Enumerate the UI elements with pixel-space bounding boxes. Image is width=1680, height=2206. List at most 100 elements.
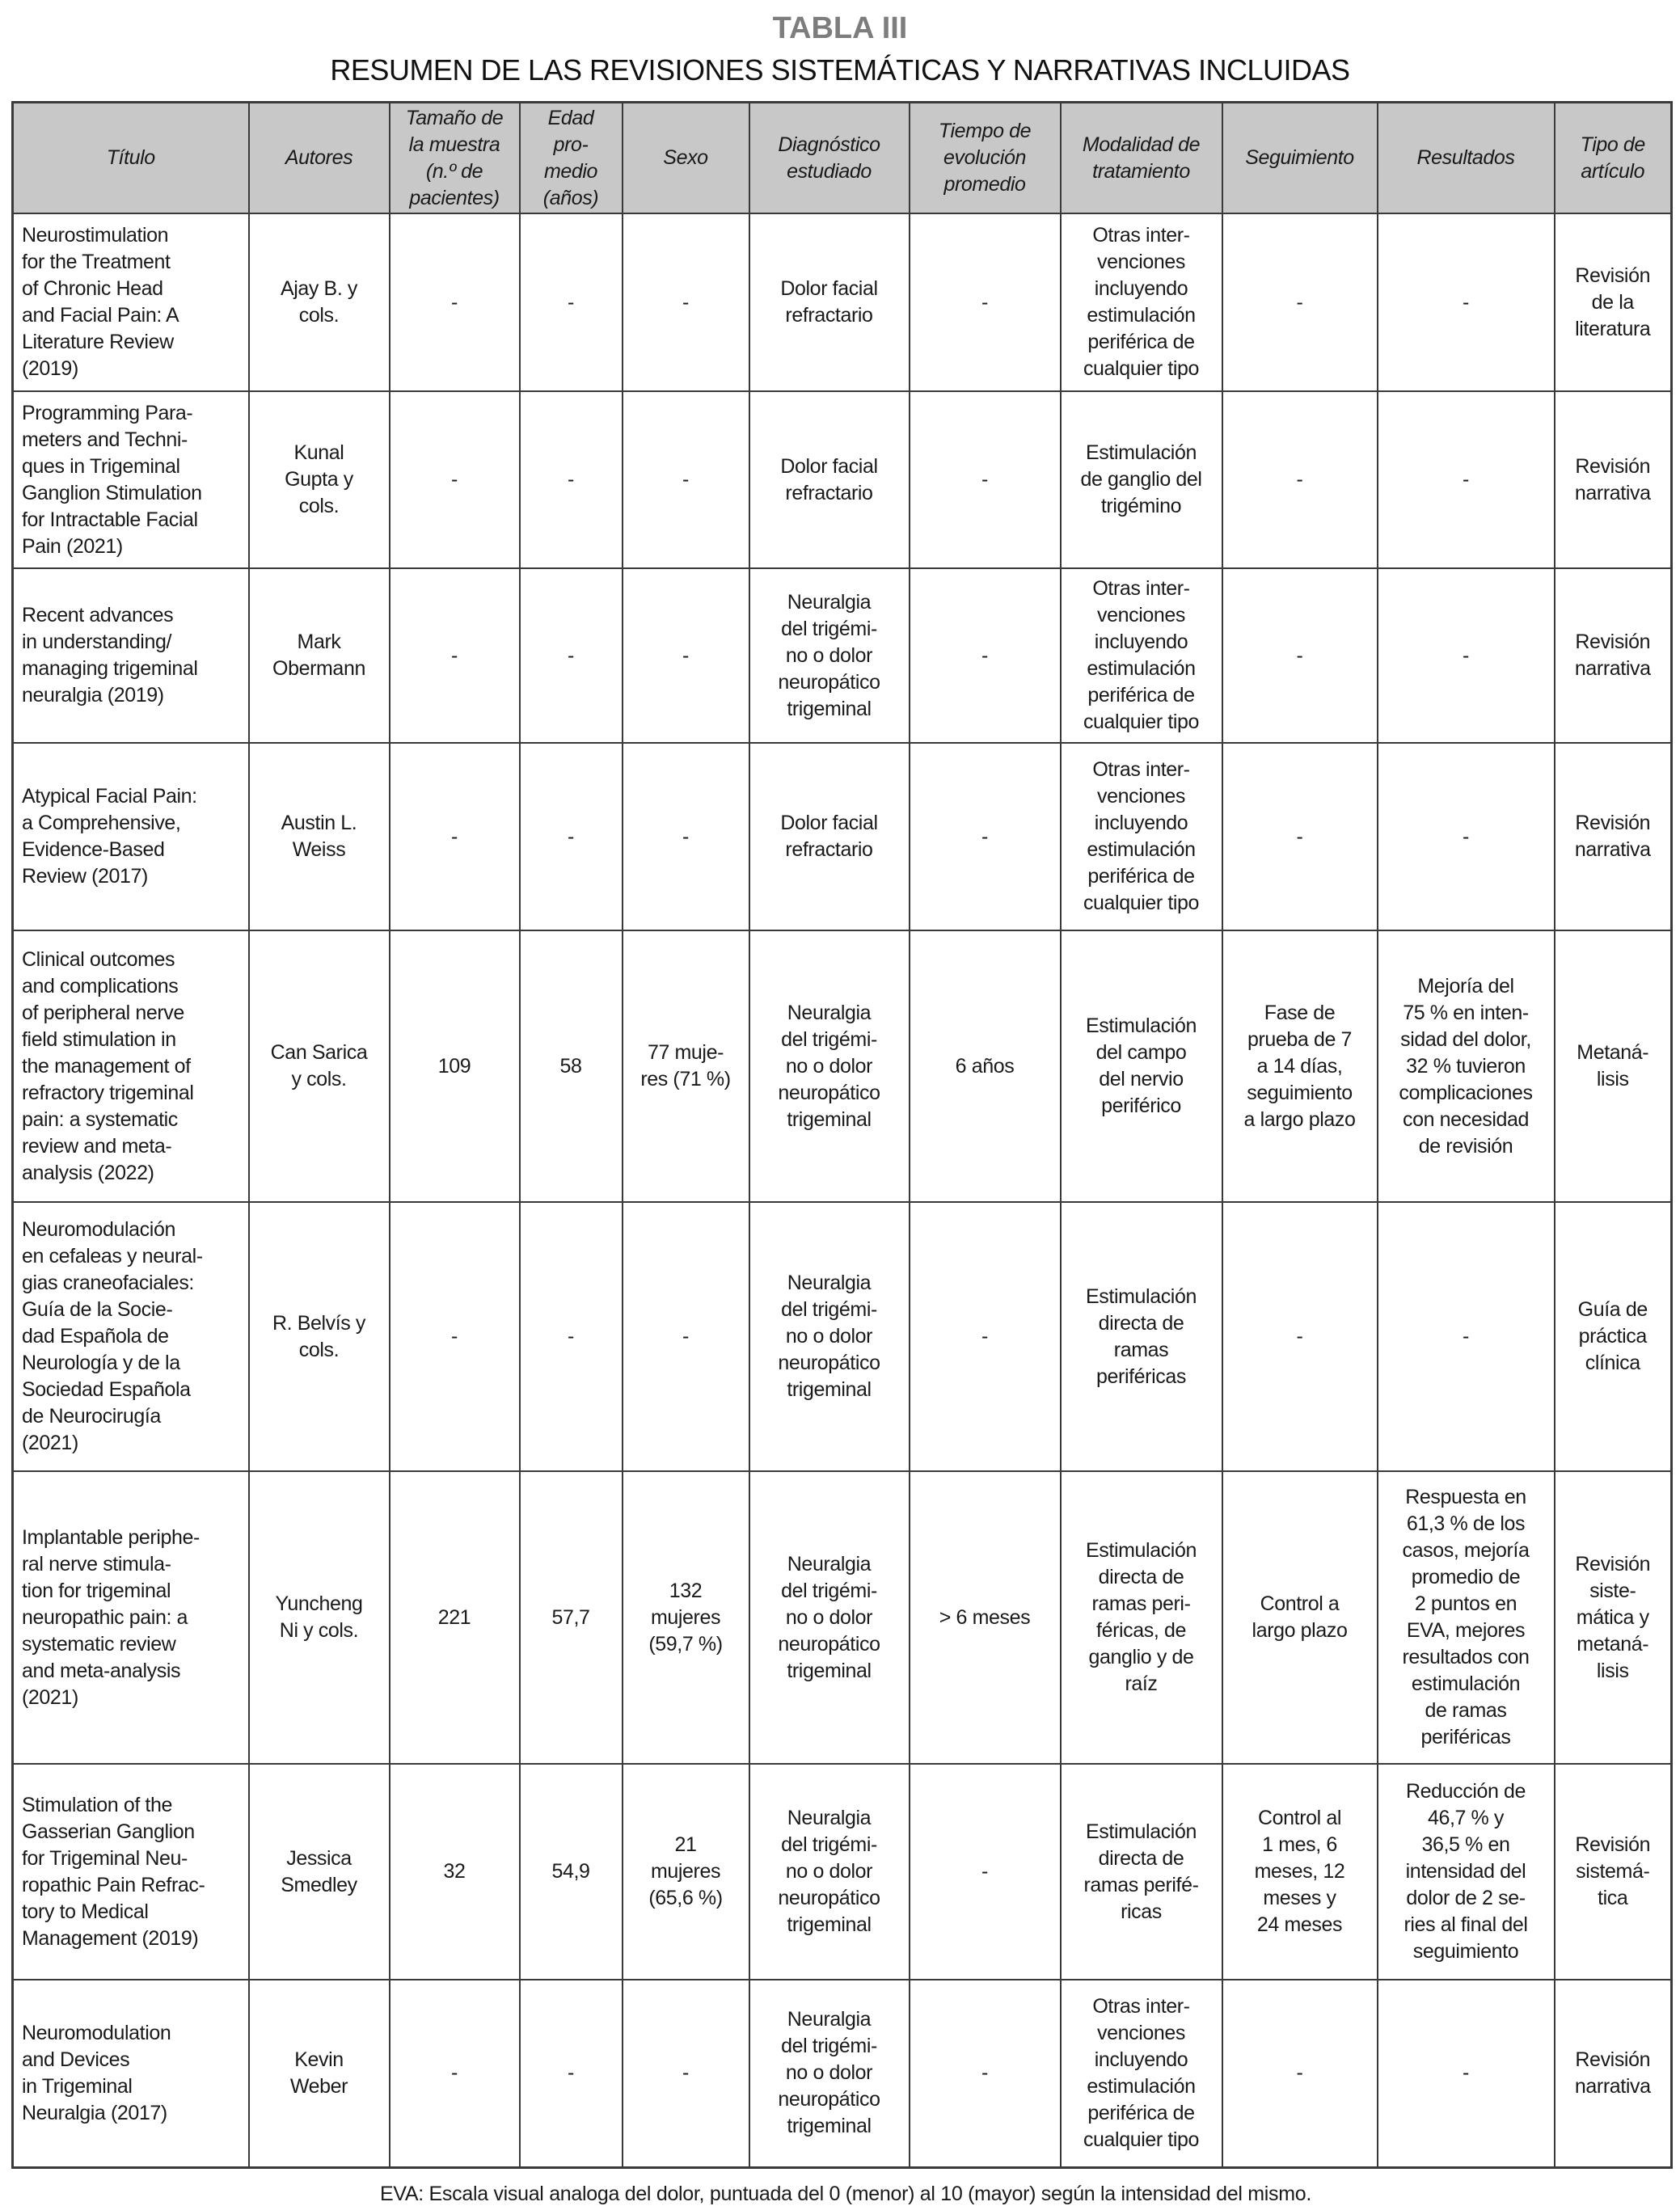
cell-title: Implantable periphe- ral nerve stimula- … bbox=[11, 1470, 250, 1765]
column-header-follow-up: Seguimiento bbox=[1221, 101, 1378, 214]
cell-sex: - bbox=[621, 390, 750, 569]
table-row: Neuromodulación en cefaleas y neural- gi… bbox=[11, 1201, 1673, 1472]
cell-sex: - bbox=[621, 567, 750, 744]
cell-treatment: Estimulación del campo del nervio perifé… bbox=[1059, 930, 1223, 1203]
table-row: Atypical Facial Pain: a Comprehensive, E… bbox=[11, 742, 1673, 931]
cell-evolution-time: - bbox=[908, 213, 1062, 392]
cell-treatment: Otras inter- venciones incluyendo estimu… bbox=[1059, 213, 1223, 392]
column-header-treatment: Modalidad de tratamiento bbox=[1059, 101, 1223, 214]
cell-sex: - bbox=[621, 1201, 750, 1472]
cell-authors: Kunal Gupta y cols. bbox=[247, 390, 390, 569]
cell-authors: Can Sarica y cols. bbox=[247, 930, 390, 1203]
cell-results: - bbox=[1376, 390, 1555, 569]
cell-mean-age: 57,7 bbox=[518, 1470, 623, 1765]
cell-follow-up: Fase de prueba de 7 a 14 días, seguimien… bbox=[1221, 930, 1378, 1203]
table-row: Stimulation of the Gasserian Ganglion fo… bbox=[11, 1763, 1673, 1980]
cell-title: Neurostimulation for the Treatment of Ch… bbox=[11, 213, 250, 392]
column-header-sex: Sexo bbox=[621, 101, 750, 214]
cell-title: Clinical outcomes and complications of p… bbox=[11, 930, 250, 1203]
table-row: Clinical outcomes and complications of p… bbox=[11, 930, 1673, 1203]
cell-follow-up: Control al 1 mes, 6 meses, 12 meses y 24… bbox=[1221, 1763, 1378, 1980]
cell-sample-size: 109 bbox=[388, 930, 521, 1203]
cell-article-type: Revisión narrativa bbox=[1553, 1979, 1673, 2168]
cell-sample-size: - bbox=[388, 213, 521, 392]
column-header-mean-age: Edad pro- medio (años) bbox=[518, 101, 623, 214]
cell-mean-age: 58 bbox=[518, 930, 623, 1203]
cell-article-type: Guía de práctica clínica bbox=[1553, 1201, 1673, 1472]
cell-sample-size: 32 bbox=[388, 1763, 521, 1980]
cell-title: Stimulation of the Gasserian Ganglion fo… bbox=[11, 1763, 250, 1980]
cell-results: - bbox=[1376, 742, 1555, 931]
cell-authors: Kevin Weber bbox=[247, 1979, 390, 2168]
cell-mean-age: - bbox=[518, 390, 623, 569]
cell-authors: Mark Obermann bbox=[247, 567, 390, 744]
cell-article-type: Metaná- lisis bbox=[1553, 930, 1673, 1203]
column-header-diagnosis: Diagnóstico estudiado bbox=[748, 101, 910, 214]
cell-sample-size: 221 bbox=[388, 1470, 521, 1765]
cell-follow-up: Control a largo plazo bbox=[1221, 1470, 1378, 1765]
cell-authors: R. Belvís y cols. bbox=[247, 1201, 390, 1472]
cell-treatment: Estimulación directa de ramas peri- féri… bbox=[1059, 1470, 1223, 1765]
cell-follow-up: - bbox=[1221, 390, 1378, 569]
cell-article-type: Revisión narrativa bbox=[1553, 567, 1673, 744]
cell-evolution-time: - bbox=[908, 1763, 1062, 1980]
cell-diagnosis: Dolor facial refractario bbox=[748, 390, 910, 569]
cell-treatment: Estimulación de ganglio del trigémino bbox=[1059, 390, 1223, 569]
table-title: TABLA III bbox=[772, 11, 908, 45]
cell-mean-age: - bbox=[518, 1201, 623, 1472]
cell-diagnosis: Neuralgia del trigémi- no o dolor neurop… bbox=[748, 1763, 910, 1980]
cell-article-type: Revisión de la literatura bbox=[1553, 213, 1673, 392]
cell-article-type: Revisión narrativa bbox=[1553, 390, 1673, 569]
cell-authors: Austin L. Weiss bbox=[247, 742, 390, 931]
table-subtitle: RESUMEN DE LAS REVISIONES SISTEMÁTICAS Y… bbox=[330, 53, 1350, 86]
cell-evolution-time: - bbox=[908, 390, 1062, 569]
cell-evolution-time: > 6 meses bbox=[908, 1470, 1062, 1765]
cell-mean-age: - bbox=[518, 1979, 623, 2168]
cell-results: Respuesta en 61,3 % de los casos, mejorí… bbox=[1376, 1470, 1555, 1765]
cell-diagnosis: Dolor facial refractario bbox=[748, 213, 910, 392]
table-row: Programming Para- meters and Techni- que… bbox=[11, 390, 1673, 569]
cell-sample-size: - bbox=[388, 1979, 521, 2168]
cell-mean-age: - bbox=[518, 567, 623, 744]
cell-authors: Yuncheng Ni y cols. bbox=[247, 1470, 390, 1765]
cell-title: Recent advances in understanding/ managi… bbox=[11, 567, 250, 744]
cell-diagnosis: Neuralgia del trigémi- no o dolor neurop… bbox=[748, 1979, 910, 2168]
cell-title: Neuromodulación en cefaleas y neural- gi… bbox=[11, 1201, 250, 1472]
cell-evolution-time: - bbox=[908, 1201, 1062, 1472]
cell-treatment: Otras inter- venciones incluyendo estimu… bbox=[1059, 567, 1223, 744]
cell-results: - bbox=[1376, 1979, 1555, 2168]
cell-evolution-time: 6 años bbox=[908, 930, 1062, 1203]
cell-sample-size: - bbox=[388, 1201, 521, 1472]
cell-treatment: Estimulación directa de ramas periférica… bbox=[1059, 1201, 1223, 1472]
cell-mean-age: - bbox=[518, 213, 623, 392]
cell-diagnosis: Neuralgia del trigémi- no o dolor neurop… bbox=[748, 1201, 910, 1472]
cell-treatment: Estimulación directa de ramas perifé- ri… bbox=[1059, 1763, 1223, 1980]
cell-sex: 132 mujeres (59,7 %) bbox=[621, 1470, 750, 1765]
cell-follow-up: - bbox=[1221, 567, 1378, 744]
cell-diagnosis: Neuralgia del trigémi- no o dolor neurop… bbox=[748, 567, 910, 744]
cell-results: - bbox=[1376, 567, 1555, 744]
column-header-sample-size: Tamaño de la muestra (n.º de pacientes) bbox=[388, 101, 521, 214]
cell-results: Reducción de 46,7 % y 36,5 % en intensid… bbox=[1376, 1763, 1555, 1980]
cell-treatment: Otras inter- venciones incluyendo estimu… bbox=[1059, 1979, 1223, 2168]
cell-sex: - bbox=[621, 213, 750, 392]
cell-sex: 77 muje- res (71 %) bbox=[621, 930, 750, 1203]
cell-sex: - bbox=[621, 742, 750, 931]
cell-title: Atypical Facial Pain: a Comprehensive, E… bbox=[11, 742, 250, 931]
cell-authors: Jessica Smedley bbox=[247, 1763, 390, 1980]
cell-diagnosis: Neuralgia del trigémi- no o dolor neurop… bbox=[748, 930, 910, 1203]
cell-diagnosis: Dolor facial refractario bbox=[748, 742, 910, 931]
cell-sample-size: - bbox=[388, 390, 521, 569]
cell-sex: 21 mujeres (65,6 %) bbox=[621, 1763, 750, 1980]
column-header-evolution-time: Tiempo de evolución promedio bbox=[908, 101, 1062, 214]
cell-sample-size: - bbox=[388, 567, 521, 744]
cell-title: Neuromodulation and Devices in Trigemina… bbox=[11, 1979, 250, 2168]
reviews-table: Título Autores Tamaño de la muestra (n.º d… bbox=[11, 101, 1673, 2169]
cell-follow-up: - bbox=[1221, 1201, 1378, 1472]
table-row: Neuromodulation and Devices in Trigemina… bbox=[11, 1979, 1673, 2168]
cell-results: - bbox=[1376, 213, 1555, 392]
cell-results: Mejoría del 75 % en inten- sidad del dol… bbox=[1376, 930, 1555, 1203]
cell-results: - bbox=[1376, 1201, 1555, 1472]
cell-sample-size: - bbox=[388, 742, 521, 931]
cell-sex: - bbox=[621, 1979, 750, 2168]
